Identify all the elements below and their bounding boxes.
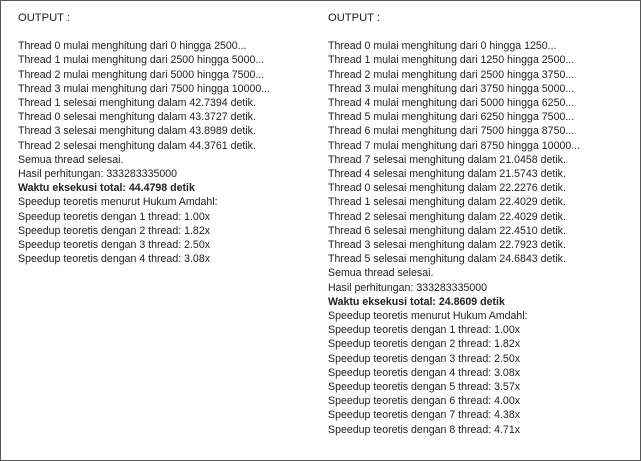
output-line: Thread 0 selesai menghitung dalam 43.372… bbox=[18, 111, 256, 124]
output-panel-8-threads: OUTPUT : Thread 0 mulai menghitung dari … bbox=[328, 11, 580, 437]
output-line: Speedup teoretis dengan 5 thread: 3.57x bbox=[328, 381, 521, 394]
output-line: Speedup teoretis dengan 6 thread: 4.00x bbox=[328, 395, 521, 408]
output-line: Thread 0 selesai menghitung dalam 22.227… bbox=[328, 182, 566, 195]
output-line: Thread 6 selesai menghitung dalam 22.451… bbox=[328, 224, 566, 237]
output-line: Thread 3 selesai menghitung dalam 22.792… bbox=[328, 239, 566, 252]
total-time-line: Waktu eksekusi total: 24.8609 detik bbox=[328, 295, 505, 308]
total-time-line: Waktu eksekusi total: 44.4798 detik bbox=[18, 182, 195, 195]
output-line: Thread 7 selesai menghitung dalam 21.045… bbox=[328, 153, 566, 166]
output-lines: Thread 0 mulai menghitung dari 0 hingga … bbox=[18, 39, 270, 266]
output-line: Thread 7 mulai menghitung dari 8750 hing… bbox=[328, 139, 581, 152]
output-line: Thread 1 selesai menghitung dalam 42.739… bbox=[18, 97, 256, 110]
output-line: Thread 2 mulai menghitung dari 2500 hing… bbox=[328, 68, 575, 81]
output-line: Thread 1 mulai menghitung dari 2500 hing… bbox=[18, 54, 265, 67]
output-line: Speedup teoretis dengan 3 thread: 2.50x bbox=[18, 239, 211, 252]
output-lines: Thread 0 mulai menghitung dari 0 hingga … bbox=[328, 39, 580, 437]
output-line: Speedup teoretis dengan 3 thread: 2.50x bbox=[328, 352, 521, 365]
output-line: Speedup teoretis dengan 4 thread: 3.08x bbox=[18, 253, 211, 266]
output-line: Thread 3 mulai menghitung dari 3750 hing… bbox=[328, 82, 575, 95]
output-line: Speedup teoretis dengan 8 thread: 4.71x bbox=[328, 423, 521, 436]
output-line: Thread 5 selesai menghitung dalam 24.684… bbox=[328, 253, 566, 266]
output-panel-4-threads: OUTPUT : Thread 0 mulai menghitung dari … bbox=[18, 11, 270, 266]
output-line: Speedup teoretis dengan 7 thread: 4.38x bbox=[328, 409, 521, 422]
output-line: Speedup teoretis dengan 1 thread: 1.00x bbox=[18, 210, 211, 223]
output-line: Speedup teoretis dengan 2 thread: 1.82x bbox=[18, 224, 211, 237]
output-line: Thread 1 selesai menghitung dalam 22.402… bbox=[328, 196, 566, 209]
output-line: Thread 2 selesai menghitung dalam 22.402… bbox=[328, 210, 566, 223]
output-line: Thread 4 mulai menghitung dari 5000 hing… bbox=[328, 97, 575, 110]
output-line: Thread 1 mulai menghitung dari 1250 hing… bbox=[328, 54, 575, 67]
output-line: Speedup teoretis dengan 1 thread: 1.00x bbox=[328, 324, 521, 337]
panel-header: OUTPUT : bbox=[18, 12, 71, 24]
output-line: Thread 5 mulai menghitung dari 6250 hing… bbox=[328, 111, 575, 124]
panel-header: OUTPUT : bbox=[328, 12, 381, 24]
output-line: Speedup teoretis dengan 4 thread: 3.08x bbox=[328, 366, 521, 379]
output-line: Semua thread selesai. bbox=[328, 267, 434, 280]
output-line: Semua thread selesai. bbox=[18, 153, 124, 166]
output-line: Thread 0 mulai menghitung dari 0 hingga … bbox=[18, 40, 247, 53]
output-line: Hasil perhitungan: 333283335000 bbox=[328, 281, 488, 294]
output-line: Thread 3 mulai menghitung dari 7500 hing… bbox=[18, 82, 271, 95]
output-line: Thread 0 mulai menghitung dari 0 hingga … bbox=[328, 40, 557, 53]
output-line: Hasil perhitungan: 333283335000 bbox=[18, 168, 178, 181]
output-line: Thread 2 mulai menghitung dari 5000 hing… bbox=[18, 68, 265, 81]
output-line: Speedup teoretis menurut Hukum Amdahl: bbox=[328, 310, 528, 323]
output-line: Thread 3 selesai menghitung dalam 43.898… bbox=[18, 125, 256, 138]
output-line: Thread 2 selesai menghitung dalam 44.376… bbox=[18, 139, 256, 152]
output-line: Speedup teoretis menurut Hukum Amdahl: bbox=[18, 196, 218, 209]
output-line: Thread 6 mulai menghitung dari 7500 hing… bbox=[328, 125, 575, 138]
output-line: Thread 4 selesai menghitung dalam 21.574… bbox=[328, 168, 566, 181]
output-line: Speedup teoretis dengan 2 thread: 1.82x bbox=[328, 338, 521, 351]
